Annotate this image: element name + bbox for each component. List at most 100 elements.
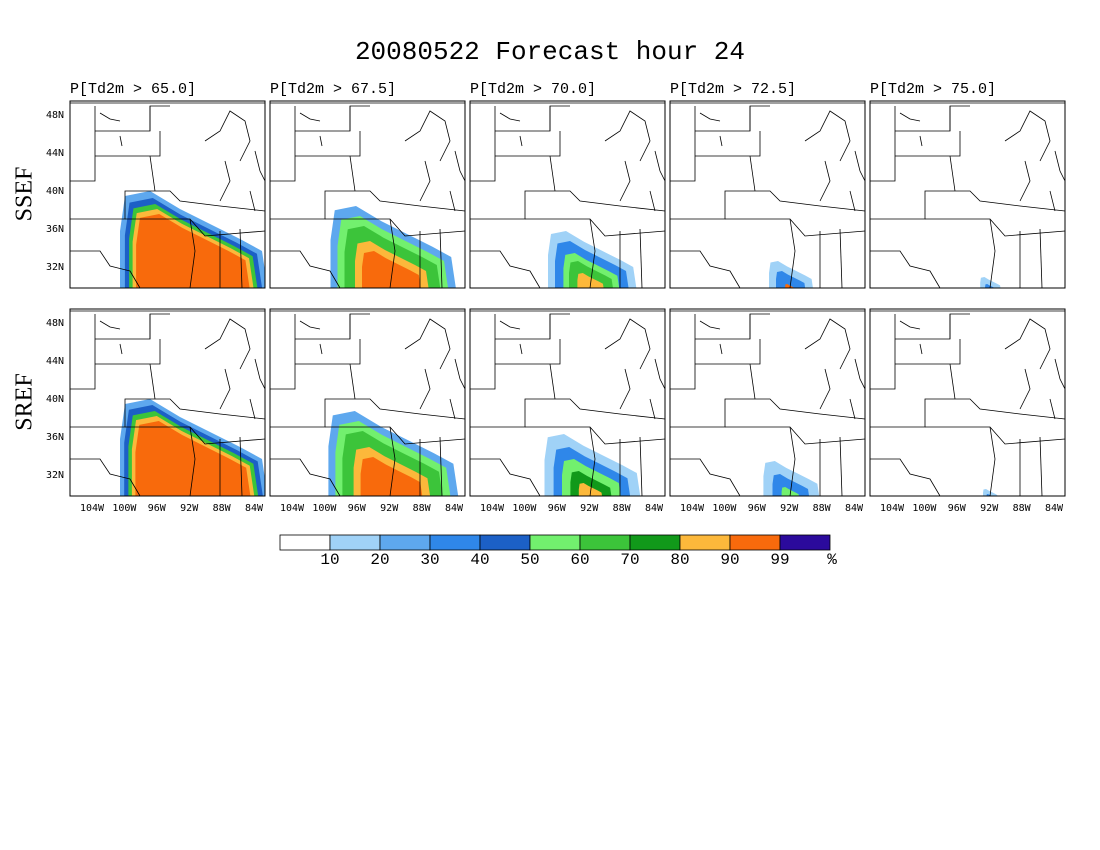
lon-label: 100W (112, 503, 137, 514)
colorbar-label: 10 (320, 551, 339, 569)
lon-label: 104W (80, 503, 105, 514)
map-panel (269, 308, 466, 497)
lat-label: 44N (46, 148, 64, 159)
lon-label: 92W (180, 503, 199, 514)
row-label: SREF (12, 373, 38, 430)
probability-shading (578, 483, 603, 496)
lon-label: 88W (413, 503, 432, 514)
lat-label: 48N (46, 318, 64, 329)
title: 20080522 Forecast hour 24 (355, 37, 745, 67)
lon-label: 96W (748, 503, 767, 514)
lon-label: 100W (312, 503, 337, 514)
panel-frame (869, 100, 1066, 289)
map-content (470, 102, 665, 288)
lon-label: 96W (548, 503, 567, 514)
lon-label: 104W (880, 503, 905, 514)
lat-label: 40N (46, 394, 64, 405)
panel-frame (269, 308, 466, 497)
lon-label: 104W (680, 503, 705, 514)
map-content (670, 102, 865, 288)
colorbar-label: 20 (370, 551, 389, 569)
probability-shading (362, 251, 421, 288)
panel-frame (469, 308, 666, 497)
colorbar-swatch (729, 534, 781, 551)
column-title: P[Td2m > 72.5] (670, 81, 796, 98)
colorbar-swatch (279, 534, 331, 551)
map-content (70, 102, 265, 288)
colorbar-swatch (479, 534, 531, 551)
panel-frame (669, 308, 866, 497)
panel-frame (69, 308, 266, 497)
map-content (870, 310, 1065, 496)
colorbar-swatch (779, 534, 831, 551)
panel-frame (669, 100, 866, 289)
panel-frame (69, 100, 266, 289)
colorbar-label: 50 (520, 551, 539, 569)
lon-label: 100W (712, 503, 737, 514)
map-content (670, 310, 865, 496)
column-title: P[Td2m > 67.5] (270, 81, 396, 98)
map-panel (869, 308, 1066, 497)
colorbar-label: 90 (720, 551, 739, 569)
probability-shading (136, 214, 250, 288)
lon-label: 88W (1013, 503, 1032, 514)
lon-label: 92W (380, 503, 399, 514)
column-title: P[Td2m > 70.0] (470, 81, 596, 98)
colorbar-label: 60 (570, 551, 589, 569)
column-title: P[Td2m > 75.0] (870, 81, 996, 98)
colorbar-swatch (329, 534, 381, 551)
lon-label: 88W (613, 503, 632, 514)
basemap (870, 310, 1065, 496)
basemap (670, 102, 865, 288)
map-content (470, 310, 665, 496)
map-panel (469, 308, 666, 497)
colorbar-label: 70 (620, 551, 639, 569)
colorbar-label: % (827, 551, 837, 569)
lat-label: 48N (46, 110, 64, 121)
lon-label: 104W (280, 503, 305, 514)
colorbar-swatch (379, 534, 431, 551)
colorbar-label: 80 (670, 551, 689, 569)
colorbar-label: 30 (420, 551, 439, 569)
probability-shading (360, 457, 423, 496)
map-panel (69, 308, 266, 497)
probability-shading (776, 271, 806, 288)
lon-label: 84W (645, 503, 664, 514)
lon-label: 92W (980, 503, 999, 514)
column-title: P[Td2m > 65.0] (70, 81, 196, 98)
map-panel (469, 100, 666, 289)
lat-label: 40N (46, 186, 64, 197)
lon-label: 96W (148, 503, 167, 514)
probability-shading (772, 474, 810, 496)
probability-shading (135, 421, 251, 496)
colorbar-swatch (679, 534, 731, 551)
map-content (70, 310, 265, 496)
lon-label: 84W (245, 503, 264, 514)
colorbar-label: 40 (470, 551, 489, 569)
probability-shading (980, 277, 1001, 288)
map-content (870, 102, 1065, 288)
colorbar-swatch (629, 534, 681, 551)
panel-frame (469, 100, 666, 289)
lon-label: 96W (348, 503, 367, 514)
lon-label: 88W (813, 503, 832, 514)
basemap (870, 102, 1065, 288)
panel-frame (269, 100, 466, 289)
panels: SSEF 48N 44N 40N 36N 32N P[Td2m > 65.0] P[Td2m … (12, 81, 1066, 514)
lat-label: 44N (46, 356, 64, 367)
row-label: SSEF (12, 167, 38, 222)
colorbar-swatch (579, 534, 631, 551)
lat-label: 32N (46, 262, 64, 273)
lon-label: 88W (213, 503, 232, 514)
lon-label: 100W (512, 503, 537, 514)
map-panel (669, 100, 866, 289)
map-content (270, 310, 465, 496)
lat-label: 36N (46, 224, 64, 235)
lon-label: 96W (948, 503, 967, 514)
probability-shading (577, 273, 604, 288)
map-panel (869, 100, 1066, 289)
panel-frame (869, 308, 1066, 497)
lon-label: 100W (912, 503, 937, 514)
colorbar-swatch (529, 534, 581, 551)
